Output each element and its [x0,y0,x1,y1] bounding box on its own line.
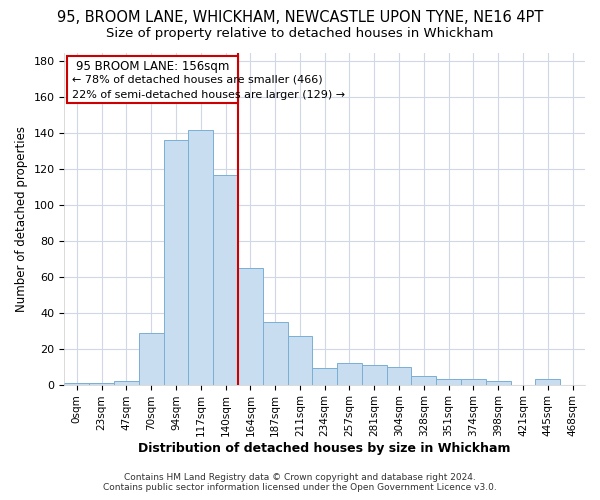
Bar [164,140,188,384]
Bar [263,322,287,384]
Bar [89,383,114,384]
Y-axis label: Number of detached properties: Number of detached properties [15,126,28,312]
Text: 22% of semi-detached houses are larger (129) →: 22% of semi-detached houses are larger (… [72,90,345,100]
Bar [386,366,412,384]
Text: Contains HM Land Registry data © Crown copyright and database right 2024.
Contai: Contains HM Land Registry data © Crown c… [103,473,497,492]
Bar [337,363,362,384]
Text: 95, BROOM LANE, WHICKHAM, NEWCASTLE UPON TYNE, NE16 4PT: 95, BROOM LANE, WHICKHAM, NEWCASTLE UPON… [57,10,543,25]
Bar [213,174,238,384]
Bar [139,332,164,384]
Bar [188,130,213,384]
Bar [461,379,486,384]
Bar [114,381,139,384]
Text: 95 BROOM LANE: 156sqm: 95 BROOM LANE: 156sqm [76,60,229,72]
Bar [287,336,313,384]
Bar [535,379,560,384]
Bar [64,383,89,384]
Bar [436,379,461,384]
Bar [238,268,263,384]
Text: Size of property relative to detached houses in Whickham: Size of property relative to detached ho… [106,28,494,40]
Bar [486,381,511,384]
Text: ← 78% of detached houses are smaller (466): ← 78% of detached houses are smaller (46… [72,74,322,84]
Bar [67,56,238,103]
Bar [412,376,436,384]
Bar [313,368,337,384]
Bar [362,365,386,384]
X-axis label: Distribution of detached houses by size in Whickham: Distribution of detached houses by size … [139,442,511,455]
